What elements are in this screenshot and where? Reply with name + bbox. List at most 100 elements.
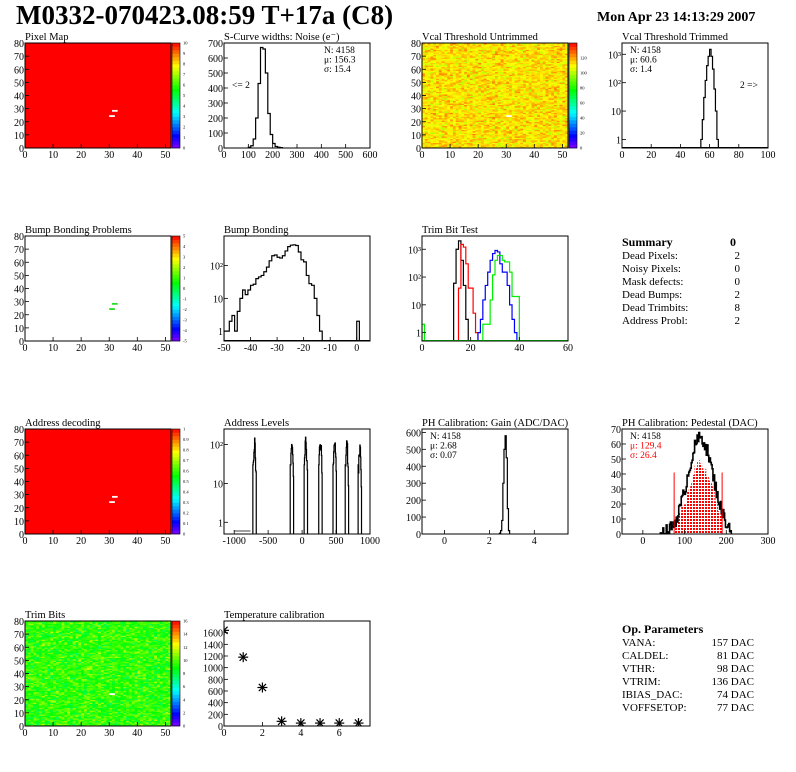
heatmap-cell [514,96,518,99]
heatmap-cell [511,107,515,109]
heatmap-cell [433,123,437,125]
heatmap-cell [478,92,482,95]
heatmap-cell [123,720,127,723]
heatmap-cell [525,92,529,95]
heatmap-cell [506,48,510,50]
heatmap-cell [520,95,524,98]
heatmap-cell [506,113,510,116]
heatmap-cell [441,111,445,113]
colorbar-segment [172,313,180,317]
heatmap-cell [548,140,552,142]
heatmap-cell [464,67,468,70]
heatmap-cell [458,142,462,145]
colorbar-segment [172,113,180,117]
heatmap-cell [511,138,515,141]
heatmap-cell [441,129,445,132]
y-tick-label: 10³ [408,245,421,256]
heatmap-cell [489,91,493,94]
heatmap-cell [531,60,535,62]
y-tick-label: 1 [218,327,223,338]
heatmap-cell [450,117,454,120]
heatmap-cell [511,46,515,49]
heatmap-cell [458,60,462,62]
heatmap-cell [450,66,454,69]
heatmap-cell [447,57,451,60]
heatmap-cell [436,85,440,87]
heatmap-cell [500,49,504,52]
heatmap-cell [565,107,568,109]
heatmap-cell [450,132,454,134]
heatmap-cell [506,44,510,46]
heatmap-cell [489,64,493,66]
heatmap-cell [469,91,473,94]
heatmap-cell [447,128,451,130]
heatmap-cell [117,722,121,724]
heatmap-cell [466,57,471,60]
heatmap-cell [517,133,521,136]
heatmap-cell [41,723,45,725]
heatmap-cell [548,81,552,83]
heatmap-cell [464,102,468,104]
heatmap-cell [500,90,504,92]
heatmap-cell [545,69,549,71]
colorbar-segment [569,137,577,142]
heatmap-cell [430,56,434,58]
heatmap-cell [553,138,558,141]
heatmap-cell [492,130,496,133]
heatmap-cell [483,100,487,103]
heatmap-cell [450,123,454,125]
heatmap-cell [447,146,451,148]
heatmap-cell [523,57,527,60]
y-tick-label: 10² [210,440,223,451]
heatmap-cell [565,57,568,60]
heatmap-cell [539,138,544,141]
heatmap-cell [486,146,490,148]
heatmap-cell [464,127,468,129]
heatmap-cell [528,134,532,137]
heatmap-cell [542,116,546,119]
heatmap-cell [475,75,479,78]
heatmap-cell [436,99,440,102]
heatmap-cell [539,106,544,108]
heatmap-cell [542,102,546,104]
heatmap-cell [565,116,568,119]
heatmap-cell [523,58,527,61]
heatmap-cell [537,134,541,137]
heatmap-cell [433,141,437,144]
heatmap-cell [539,100,544,103]
heatmap-cell [551,145,555,147]
heatmap-cell [525,107,529,109]
heatmap-cell [542,85,546,87]
heatmap-cell [551,142,555,145]
heatmap-cell [553,137,558,140]
heatmap-cell [483,82,487,84]
heatmap-cell [545,71,549,74]
heatmap-cell [531,43,535,45]
heatmap-cell [436,66,440,69]
heatmap-cell [492,45,496,48]
heatmap-cell [69,723,74,725]
heatmap-cell [430,67,434,70]
heatmap-cell [452,99,456,102]
heatmap-cell [486,85,490,87]
heatmap-cell [500,107,504,109]
colorbar-tick-label: 5 [183,234,186,239]
heatmap-cell [556,60,560,62]
heatmap-cell [495,43,499,45]
heatmap-cell [539,57,544,60]
y-tick-label: 30 [14,298,24,309]
heatmap-cell [486,124,490,126]
heatmap-cell [492,83,496,86]
heatmap-cell [427,66,431,69]
heatmap-cell [534,92,538,95]
heatmap-cell [469,140,473,142]
heatmap-cell [438,146,442,148]
heatmap-cell [450,73,454,75]
heatmap-cell [461,82,465,84]
heatmap-cell [506,119,510,121]
heatmap-cell [464,90,468,92]
heatmap-cell [427,111,431,113]
heatmap-cell [100,722,104,724]
colorbar-tick-label: 4 [183,244,186,249]
heatmap-cell [534,96,538,99]
